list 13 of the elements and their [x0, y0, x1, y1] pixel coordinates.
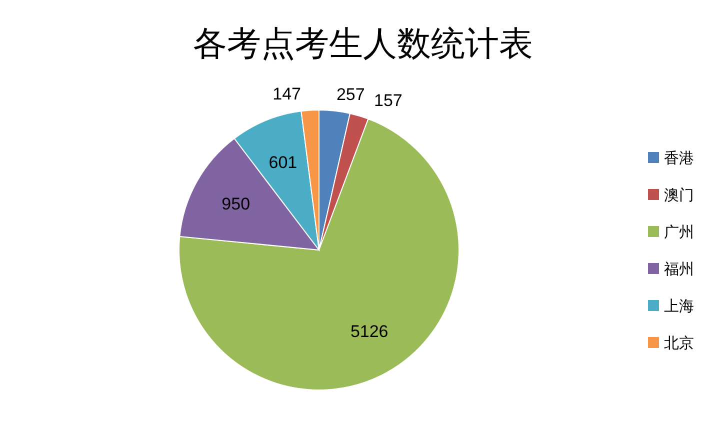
legend-label: 福州: [664, 261, 694, 278]
data-label: 147: [272, 84, 301, 104]
legend-label: 北京: [664, 335, 694, 352]
data-label: 157: [374, 90, 402, 110]
data-label: 257: [336, 85, 365, 104]
legend-label: 广州: [664, 224, 694, 241]
legend-label: 上海: [664, 298, 694, 315]
data-label: 5126: [350, 322, 388, 341]
data-label: 601: [268, 152, 298, 172]
data-label: 950: [222, 194, 250, 214]
chart-title: 各考点考生人数统计表: [193, 25, 533, 63]
legend-label: 香港: [664, 150, 694, 167]
legend-label: 澳门: [664, 187, 694, 204]
